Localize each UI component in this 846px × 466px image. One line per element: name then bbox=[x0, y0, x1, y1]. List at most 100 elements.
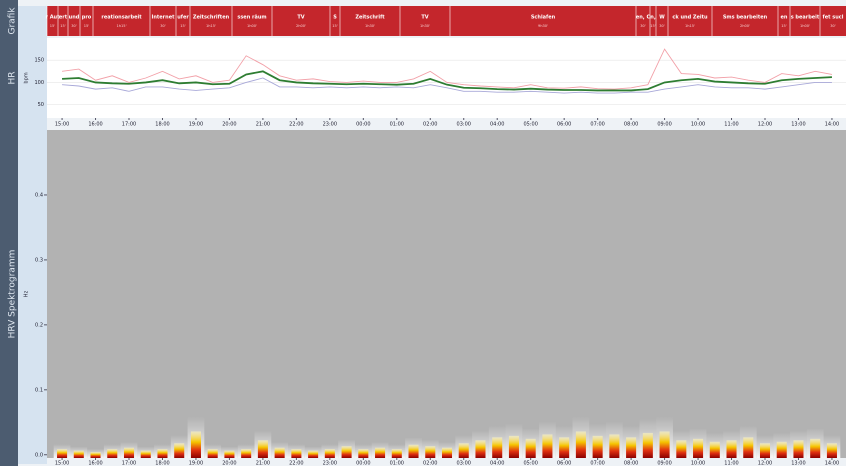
activity-label: en, C bbox=[636, 15, 651, 21]
spectral-power bbox=[124, 448, 134, 458]
x-tick-label: 20:00 bbox=[222, 122, 236, 128]
activity-duration: 30' bbox=[160, 24, 166, 28]
spectral-power bbox=[609, 434, 619, 458]
activity-label: fet sucl bbox=[823, 15, 844, 21]
spectral-power bbox=[375, 448, 385, 458]
x-tick-label: 10:00 bbox=[691, 122, 705, 128]
activity-label: en bbox=[781, 15, 788, 21]
activity-label: reationsarbeit bbox=[101, 15, 142, 21]
activity-label: Sms bearbeiten bbox=[723, 15, 768, 21]
activity-duration: 1h00' bbox=[247, 24, 257, 28]
activity-duration: 1h00' bbox=[800, 24, 810, 28]
spectral-power bbox=[459, 443, 469, 458]
activity-duration: 30' bbox=[71, 24, 77, 28]
x-tick-label: 22:00 bbox=[289, 122, 303, 128]
y-tick-label: 0.2 bbox=[35, 322, 43, 328]
activity-duration: 1h15' bbox=[116, 24, 126, 28]
activity-duration: 2h00' bbox=[296, 24, 306, 28]
x-tick-label: 05:00 bbox=[523, 122, 537, 128]
activity-duration: 1h15' bbox=[685, 24, 695, 28]
activity-duration: 1h15' bbox=[206, 24, 216, 28]
x-tick-label: 07:00 bbox=[590, 122, 604, 128]
x-tick-label: 11:00 bbox=[724, 122, 738, 128]
spectral-power bbox=[760, 443, 770, 458]
spectral-power bbox=[442, 448, 452, 458]
activity-label: W bbox=[659, 15, 665, 21]
spectral-power bbox=[325, 449, 335, 458]
x-tick-label: 19:00 bbox=[189, 461, 203, 466]
side-label: HRV Spektrogramm bbox=[8, 250, 18, 339]
x-tick-label: 00:00 bbox=[356, 461, 370, 466]
x-tick-label: 14:00 bbox=[825, 122, 839, 128]
x-tick-label: 07:00 bbox=[590, 461, 604, 466]
x-tick-label: 18:00 bbox=[155, 122, 169, 128]
spectral-power bbox=[710, 442, 720, 458]
spectral-power bbox=[509, 436, 519, 458]
x-tick-label: 04:00 bbox=[490, 461, 504, 466]
activity-label: s bearbeit bbox=[791, 15, 820, 21]
x-tick-label: 08:00 bbox=[624, 461, 638, 466]
x-tick-label: 08:00 bbox=[624, 122, 638, 128]
activity-bar bbox=[47, 6, 846, 36]
activity-duration: 30' bbox=[640, 24, 646, 28]
spectral-power bbox=[291, 449, 301, 458]
x-tick-label: 13:00 bbox=[791, 461, 805, 466]
spectral-power bbox=[676, 440, 686, 458]
spectral-power bbox=[693, 439, 703, 458]
side-label: Grafik bbox=[8, 7, 18, 35]
spectral-power bbox=[643, 433, 653, 458]
x-tick-label: 15:00 bbox=[55, 461, 69, 466]
activity-label: Zeitschrift bbox=[355, 15, 385, 21]
x-tick-label: 23:00 bbox=[323, 122, 337, 128]
spectral-power bbox=[542, 434, 552, 458]
x-tick-label: 17:00 bbox=[122, 461, 136, 466]
x-tick-label: 19:00 bbox=[189, 122, 203, 128]
activity-duration: 15' bbox=[650, 24, 656, 28]
spectral-power bbox=[258, 440, 268, 458]
activity-duration: 15' bbox=[180, 24, 186, 28]
spectral-power bbox=[827, 443, 837, 458]
x-tick-label: 06:00 bbox=[557, 122, 571, 128]
x-tick-label: 03:00 bbox=[457, 122, 471, 128]
spectral-power bbox=[308, 451, 318, 458]
activity-label: TV bbox=[421, 15, 428, 21]
activity-label: Internet bbox=[151, 15, 175, 21]
activity-duration: 15' bbox=[60, 24, 66, 28]
x-tick-label: 22:00 bbox=[289, 461, 303, 466]
activity-duration: 15' bbox=[84, 24, 90, 28]
y-tick-label: 0.1 bbox=[35, 387, 43, 393]
spectral-power bbox=[191, 431, 201, 458]
activity-label: n, bbox=[650, 15, 656, 21]
x-tick-label: 12:00 bbox=[758, 461, 772, 466]
y-tick-label: 50 bbox=[38, 102, 44, 108]
x-tick-label: 17:00 bbox=[122, 122, 136, 128]
spectral-power bbox=[727, 440, 737, 458]
x-tick-label: 11:00 bbox=[724, 461, 738, 466]
y-tick-label: 0.3 bbox=[35, 257, 43, 263]
activity-label: ufer bbox=[177, 15, 189, 21]
activity-duration: 1h30' bbox=[365, 24, 375, 28]
spectral-power bbox=[358, 449, 368, 458]
x-tick-label: 13:00 bbox=[791, 122, 805, 128]
activity-label: TV bbox=[297, 15, 304, 21]
x-tick-label: 18:00 bbox=[155, 461, 169, 466]
activity-duration: 1h30' bbox=[420, 24, 430, 28]
axis-column bbox=[18, 6, 47, 464]
spectral-power bbox=[526, 439, 536, 458]
spectral-power bbox=[593, 436, 603, 458]
side-label: HR bbox=[8, 71, 18, 84]
x-tick-label: 01:00 bbox=[390, 461, 404, 466]
spectral-power bbox=[777, 442, 787, 458]
x-tick-label: 23:00 bbox=[323, 461, 337, 466]
x-tick-label: 16:00 bbox=[88, 461, 102, 466]
spectral-power bbox=[626, 437, 636, 458]
spectrogram-plot bbox=[47, 130, 846, 458]
x-tick-label: 02:00 bbox=[423, 122, 437, 128]
spectral-power bbox=[409, 445, 419, 458]
y-tick-label: 150 bbox=[34, 58, 44, 64]
spectral-power bbox=[224, 451, 234, 458]
spectral-power bbox=[793, 440, 803, 458]
activity-duration: 9h30' bbox=[538, 24, 548, 28]
x-tick-label: 00:00 bbox=[356, 122, 370, 128]
x-tick-label: 16:00 bbox=[88, 122, 102, 128]
